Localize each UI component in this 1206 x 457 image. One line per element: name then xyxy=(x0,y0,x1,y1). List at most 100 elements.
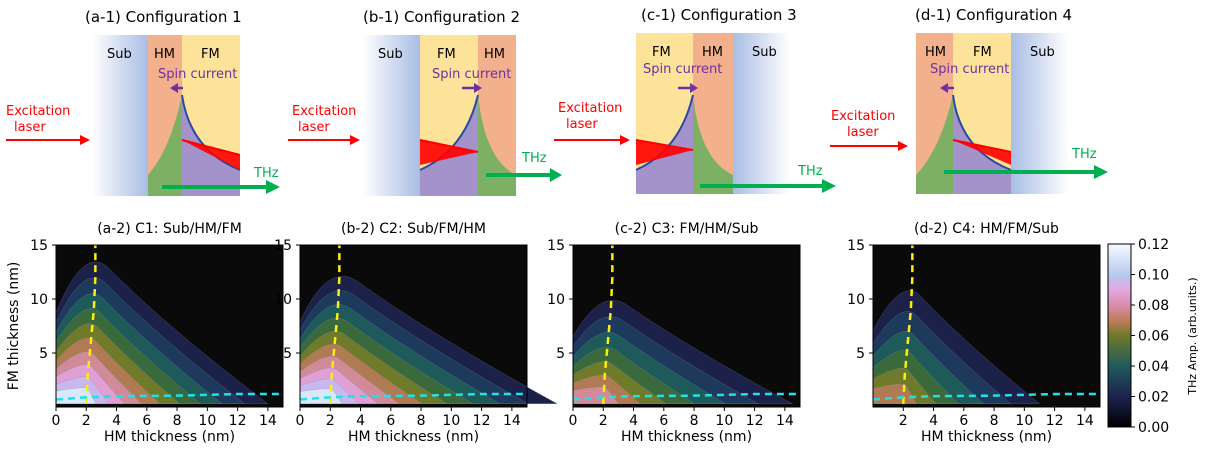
layer-label: HM xyxy=(154,47,175,62)
y-tick-label: 15 xyxy=(274,238,292,254)
x-tick-label: 2 xyxy=(326,413,335,429)
thz-label: THz xyxy=(253,166,279,181)
thz-arrow-head xyxy=(1094,165,1108,179)
plot-title: (b-2) C2: Sub/FM/HM xyxy=(341,221,486,237)
colorbar-ticks: 0.00 0.02 0.04 0.06 0.08 0.10 0.12 xyxy=(1131,237,1169,436)
spin-profile-hm xyxy=(693,95,733,194)
y-tick-label: 5 xyxy=(856,346,865,362)
x-tick-label: 10 xyxy=(1015,413,1033,429)
spin-arrow-head xyxy=(690,83,698,93)
heatmap-panel-3: (c-2) C3: FM/HM/Sub 0 2 4 6 8 10 12 14 5 10 15 HM th… xyxy=(547,221,801,445)
x-tick-label: 10 xyxy=(715,413,733,429)
x-axis-label: HM thickness (nm) xyxy=(621,429,752,445)
thz-arrow-head xyxy=(266,180,280,194)
plot-frame xyxy=(572,244,801,408)
x-tick-label: 2 xyxy=(899,413,908,429)
x-tick-label: 4 xyxy=(356,413,365,429)
spin-curve xyxy=(952,94,1012,171)
optimal-hm-line xyxy=(329,245,341,404)
laser-label: Excitation laser xyxy=(558,101,622,132)
thz-arrow-head xyxy=(822,179,836,193)
layer-label: HM xyxy=(925,45,946,60)
substrate-layer xyxy=(1011,33,1069,194)
heatmap-panel-4: (d-2) C4: HM/FM/Sub 2 4 6 8 10 12 14 5 10 15 HM thi… xyxy=(847,221,1101,445)
plot-frame xyxy=(872,244,1101,408)
spin-current-label: Spin current xyxy=(643,62,722,77)
config-title: (b-1) Configuration 2 xyxy=(363,8,520,26)
x-tick-label: 4 xyxy=(112,413,121,429)
plot-title: (a-2) C1: Sub/HM/FM xyxy=(97,221,242,237)
y-tick-label: 5 xyxy=(283,346,292,362)
layer-label: Sub xyxy=(107,47,132,62)
x-tick-label: 10 xyxy=(442,413,460,429)
layer-label: HM xyxy=(702,45,723,60)
config-2-schematic: (b-1) Configuration 2 Sub FM HM Spin cur… xyxy=(288,8,562,196)
laser-label: Excitation laser xyxy=(6,104,70,135)
layer-label: FM xyxy=(437,47,456,62)
spin-curve xyxy=(419,94,479,171)
heatmap-panel-1: (a-2) C1: Sub/HM/FM 0 2 4 6 8 10 12 14 5 10 15 HM th… xyxy=(6,221,284,445)
substrate-layer xyxy=(362,35,420,196)
y-tick-label: 15 xyxy=(847,238,865,254)
optimal-fm-line xyxy=(872,392,1100,401)
y-tick-label: 15 xyxy=(547,238,565,254)
config-4-schematic: (d-1) Configuration 4 HM FM Sub Spin cur… xyxy=(830,6,1108,194)
laser-arrow-head xyxy=(80,135,90,145)
absorption-line xyxy=(635,139,694,151)
spin-current-label: Spin current xyxy=(158,67,237,82)
colorbar-tick-label: 0.10 xyxy=(1138,268,1169,284)
spin-current-label: Spin current xyxy=(930,62,1009,77)
spin-arrow-head xyxy=(940,83,948,93)
config-1-schematic: (a-1) Configuration 1 Sub HM FM Spin cur… xyxy=(6,8,280,196)
x-tick-label: 10 xyxy=(198,413,216,429)
colorbar-tick-label: 0.12 xyxy=(1138,237,1169,253)
laser-arrow-head xyxy=(350,135,360,145)
x-tick-label: 6 xyxy=(386,413,395,429)
substrate-layer xyxy=(733,33,790,194)
x-tick-label: 14 xyxy=(1076,413,1094,429)
y-tick-label: 10 xyxy=(30,292,48,308)
laser-label: Excitation laser xyxy=(292,104,356,135)
plot-title: (c-2) C3: FM/HM/Sub xyxy=(615,221,759,237)
colorbar-label: THz Amp. (arb.units.) xyxy=(1186,277,1199,395)
colorbar-gradient xyxy=(1107,243,1132,428)
thz-label: THz xyxy=(1071,147,1097,162)
x-tick-label: 8 xyxy=(173,413,182,429)
substrate-layer xyxy=(92,35,148,196)
spin-arrow-head xyxy=(170,83,178,93)
x-tick-label: 12 xyxy=(746,413,764,429)
y-tick-label: 10 xyxy=(547,292,565,308)
spin-profile-hm xyxy=(148,95,182,196)
spin-profile-fm xyxy=(420,95,478,196)
optimal-fm-line xyxy=(299,392,527,401)
absorption-profile xyxy=(182,140,240,170)
x-tick-label: 2 xyxy=(82,413,91,429)
x-tick-label: 4 xyxy=(929,413,938,429)
layer-label: HM xyxy=(484,47,505,62)
laser-arrow-head xyxy=(620,135,630,145)
x-tick-label: 14 xyxy=(776,413,794,429)
absorption-line xyxy=(419,139,479,153)
optimal-hm-line xyxy=(902,245,914,404)
thz-label: THz xyxy=(521,151,547,166)
x-tick-label: 4 xyxy=(629,413,638,429)
absorption-line xyxy=(952,139,1012,153)
x-tick-label: 14 xyxy=(503,413,521,429)
absorption-profile xyxy=(420,140,478,165)
x-axis-label: HM thickness (nm) xyxy=(104,429,235,445)
y-tick-label: 5 xyxy=(39,346,48,362)
contour-band xyxy=(872,383,917,404)
colorbar-tick-label: 0.08 xyxy=(1138,298,1169,314)
spin-arrow-head xyxy=(474,83,482,93)
y-axis-label: FM thickness (nm) xyxy=(6,262,22,391)
colorbar-tick-label: 0.04 xyxy=(1138,359,1169,375)
x-tick-label: 6 xyxy=(959,413,968,429)
config-title: (a-1) Configuration 1 xyxy=(85,8,242,26)
layer-label: Sub xyxy=(752,45,777,60)
colorbar: 0.00 0.02 0.04 0.06 0.08 0.10 0.12 THz Amp. (a… xyxy=(1107,237,1199,436)
x-tick-label: 8 xyxy=(417,413,426,429)
y-tick-label: 10 xyxy=(847,292,865,308)
spin-profile-fm xyxy=(182,95,240,196)
spin-curve xyxy=(635,94,694,171)
